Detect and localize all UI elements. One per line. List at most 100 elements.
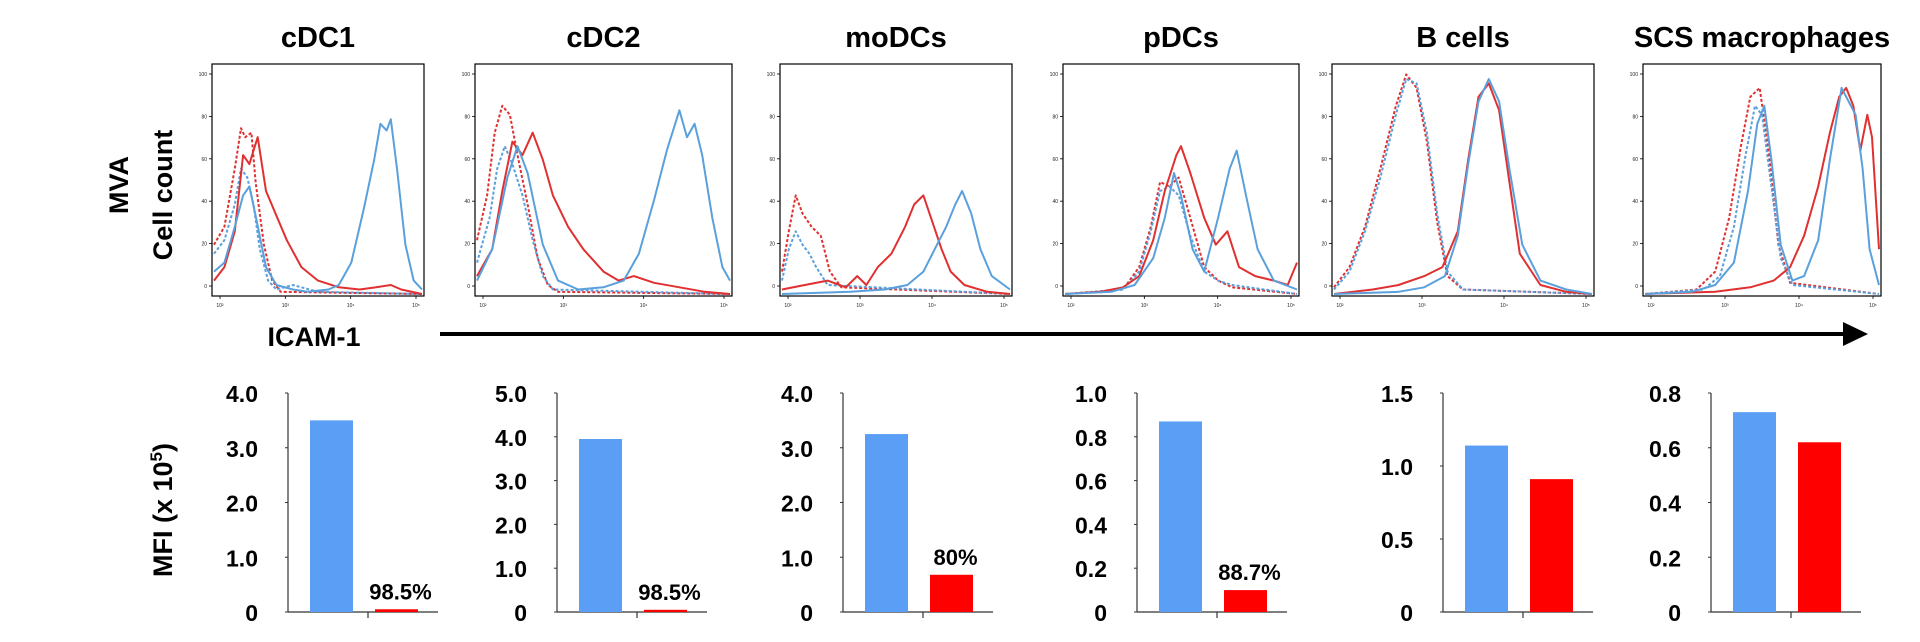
histogram-x-tick-label: 10³ xyxy=(1418,303,1426,309)
histogram-x-tick-label: 10⁴ xyxy=(1500,303,1508,309)
panel-title: cDC1 xyxy=(281,22,355,54)
histogram-y-tick-label: 40 xyxy=(769,199,775,205)
panels: cDC1 100 80 60 40 20 0 10² 10³ 10⁴ 10⁵ 0 1.0 2.0 3.0 4.… xyxy=(199,22,1890,626)
histogram-x-tick-label: 10³ xyxy=(856,303,864,309)
bar-percent-annotation: 80% xyxy=(933,545,977,570)
bar-y-tick-label: 0.2 xyxy=(1075,556,1107,582)
histogram-y-tick-label: 80 xyxy=(769,114,775,120)
histogram-y-tick-label: 80 xyxy=(1321,114,1327,120)
histogram-y-tick-label: 20 xyxy=(464,242,470,248)
histogram-y-tick-label: 20 xyxy=(201,242,207,248)
histogram-x-tick-label: 10⁴ xyxy=(1214,303,1222,309)
bar-y-tick-label: 0 xyxy=(800,600,813,626)
bar-y-tick-label: 5.0 xyxy=(495,381,527,407)
histogram-y-tick-label: 60 xyxy=(1632,157,1638,163)
panel-title: pDCs xyxy=(1143,22,1219,54)
histogram-x-tick-label: 10³ xyxy=(560,303,568,309)
bar-y-tick-label: 0.8 xyxy=(1075,425,1107,451)
panel-1: cDC1 100 80 60 40 20 0 10² 10³ 10⁴ 10⁵ 0 1.0 2.0 3.0 4.… xyxy=(199,22,438,626)
histogram-y-tick-label: 0 xyxy=(467,284,470,290)
histogram-x-tick-label: 10⁴ xyxy=(347,303,355,309)
histogram-y-tick-label: 20 xyxy=(1052,242,1058,248)
bar-y-tick-label: 3.0 xyxy=(495,469,527,495)
bar-y-tick-label: 0 xyxy=(1400,600,1413,626)
histogram-y-tick-label: 40 xyxy=(1052,199,1058,205)
bar-y-tick-label: 0 xyxy=(245,600,258,626)
bar-y-tick-label: 2.0 xyxy=(226,491,258,517)
histogram-x-tick-label: 10³ xyxy=(282,303,290,309)
bar-y-tick-label: 0 xyxy=(1094,600,1107,626)
bar-y-tick-label: 0 xyxy=(514,600,527,626)
histogram-y-tick-label: 100 xyxy=(767,72,776,78)
bar-red xyxy=(1530,479,1573,612)
bar-percent-annotation: 88.7% xyxy=(1218,560,1280,585)
histogram-curve-red-solid xyxy=(1333,82,1593,295)
histogram-y-tick-label: 100 xyxy=(1050,72,1059,78)
panel-6: SCS macrophages 100 80 60 40 20 0 10² 10³ 10⁴ 10⁵ 0… xyxy=(1630,22,1890,626)
histogram-y-tick-label: 100 xyxy=(1319,72,1328,78)
panel-4: pDCs 100 80 60 40 20 0 10² 10³ 10⁴ 10⁵ 0 0.2 0.4 0.6 0.… xyxy=(1050,22,1300,626)
histogram-y-tick-label: 20 xyxy=(769,242,775,248)
histogram-curve-blue-solid xyxy=(781,190,1011,295)
histogram-curve-red-dotted xyxy=(476,104,731,295)
histogram-x-tick-label: 10² xyxy=(216,303,224,309)
bar-y-tick-label: 4.0 xyxy=(781,381,813,407)
bar-y-tick-label: 0.5 xyxy=(1381,527,1413,553)
histogram-x-tick-label: 10⁵ xyxy=(1287,303,1295,309)
histogram-curve-blue-dotted xyxy=(476,145,731,295)
histogram-y-tick-label: 80 xyxy=(464,114,470,120)
histogram-curve-red-dotted xyxy=(1064,176,1298,295)
histogram-curve-blue-dotted xyxy=(781,230,1011,295)
histogram-x-tick-label: 10⁴ xyxy=(1795,303,1803,309)
histogram-curve-blue-solid xyxy=(1064,149,1298,295)
panel-title: SCS macrophages xyxy=(1634,22,1890,54)
row-label-mva: MVA xyxy=(104,156,134,214)
histogram-x-tick-label: 10⁵ xyxy=(412,303,420,309)
panel-2: cDC2 100 80 60 40 20 0 10² 10³ 10⁴ 10⁵ 0 1.0 2.0 3.0 4.… xyxy=(462,22,733,626)
histogram-x-tick-label: 10⁵ xyxy=(1869,303,1877,309)
bar-red xyxy=(375,609,418,612)
histogram-y-tick-label: 0 xyxy=(772,284,775,290)
histogram-y-tick-label: 0 xyxy=(1324,284,1327,290)
histogram-curve-blue-solid xyxy=(476,109,731,291)
histogram-x-tick-label: 10⁴ xyxy=(928,303,936,309)
histogram-x-tick-label: 10² xyxy=(1336,303,1344,309)
bar-y-tick-label: 0.8 xyxy=(1649,381,1681,407)
bar-red xyxy=(644,609,687,612)
bar-blue xyxy=(865,434,908,612)
mfi-axis-label: MFI (x 105) xyxy=(147,443,178,577)
histogram-x-tick-label: 10² xyxy=(1067,303,1075,309)
histogram-curve-blue-solid xyxy=(1333,78,1593,295)
histogram-curve-red-solid xyxy=(1644,86,1880,295)
bar-y-tick-label: 4.0 xyxy=(495,425,527,451)
histogram-y-tick-label: 0 xyxy=(204,284,207,290)
row-label-cell-count: Cell count xyxy=(148,130,178,261)
bar-y-tick-label: 0.4 xyxy=(1075,512,1107,538)
histogram-curve-red-dotted xyxy=(1644,86,1880,295)
histogram-frame xyxy=(1642,63,1882,297)
bar-red xyxy=(1798,442,1841,612)
histogram-x-tick-label: 10² xyxy=(479,303,487,309)
histogram-curve-blue-dotted xyxy=(1644,104,1880,295)
histogram-x-tick-label: 10⁵ xyxy=(720,303,728,309)
histogram-frame xyxy=(1062,63,1300,297)
histogram-y-tick-label: 40 xyxy=(1321,199,1327,205)
histogram-x-tick-label: 10³ xyxy=(1141,303,1149,309)
histogram-y-tick-label: 0 xyxy=(1055,284,1058,290)
bar-y-tick-label: 1.5 xyxy=(1381,381,1413,407)
histogram-curve-red-solid xyxy=(476,131,731,295)
bar-blue xyxy=(1733,412,1776,612)
histogram-x-tick-label: 10⁵ xyxy=(1582,303,1590,309)
histogram-curve-blue-dotted xyxy=(1064,185,1298,295)
histogram-curve-blue-solid xyxy=(1644,86,1880,295)
panel-title: B cells xyxy=(1416,22,1510,54)
histogram-y-tick-label: 100 xyxy=(1630,72,1639,78)
bar-blue xyxy=(579,438,622,612)
bar-y-tick-label: 1.0 xyxy=(1381,454,1413,480)
histogram-curve-red-dotted xyxy=(781,194,1011,295)
bar-red xyxy=(1224,590,1267,612)
histogram-y-tick-label: 60 xyxy=(464,157,470,163)
histogram-x-tick-label: 10⁴ xyxy=(640,303,648,309)
histogram-x-tick-label: 10² xyxy=(784,303,792,309)
